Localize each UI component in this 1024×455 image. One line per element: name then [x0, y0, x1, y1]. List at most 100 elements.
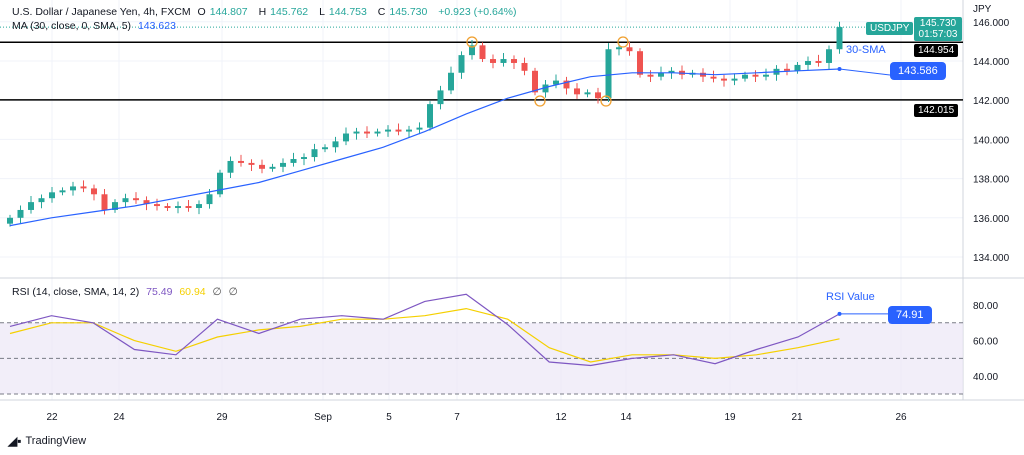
swing-point-marker [617, 36, 629, 48]
swing-point-marker [466, 36, 478, 48]
candle-body [500, 59, 507, 63]
candle-body [658, 72, 664, 77]
candle-body [196, 204, 202, 208]
date-tick: 7 [454, 412, 460, 423]
currency-label: JPY [973, 4, 992, 15]
candle-body [584, 92, 591, 95]
candle-body [269, 166, 276, 169]
rsi-tick: 60.00 [973, 337, 998, 348]
candle-body [259, 164, 265, 169]
rsi-signal-line [9, 307, 840, 363]
candle-body [511, 59, 517, 63]
candle-body [343, 133, 349, 142]
price-tick: 138.000 [973, 175, 1010, 186]
candle-body [280, 162, 286, 167]
sma-callout-connector [839, 68, 891, 76]
candle-body [469, 45, 475, 56]
candle-body [122, 198, 129, 203]
candle-body [353, 131, 360, 134]
low-label: L [319, 6, 325, 18]
candle-body [217, 172, 223, 195]
date-tick: 12 [555, 412, 567, 423]
candle-body [80, 186, 87, 189]
ma-legend[interactable]: MA (30, close, 0, SMA, 5) 143.623 [12, 20, 180, 32]
rsi-legend[interactable]: RSI (14, close, SMA, 14, 2) 75.49 60.94 … [12, 286, 242, 298]
price-tick: 142.000 [973, 96, 1010, 107]
candle-body [248, 162, 255, 165]
date-tick: 26 [895, 412, 907, 423]
sma-line [9, 68, 840, 227]
candle-body [763, 74, 769, 77]
candle-body [637, 51, 643, 75]
candle-body [437, 90, 444, 105]
candle-body [836, 27, 843, 50]
rsi-tick: 40.00 [973, 372, 998, 383]
price-tick: 146.000 [973, 18, 1010, 29]
candle-body [395, 129, 402, 132]
candle-body [826, 49, 832, 63]
close-value: 145.730 [389, 6, 428, 18]
candle-body [731, 78, 738, 81]
rsi-line [9, 293, 840, 367]
candle-body [490, 59, 496, 63]
candle-body [290, 159, 297, 163]
candle-body [574, 88, 580, 95]
change-value: +0.923 (+0.64%) [438, 6, 517, 18]
candle-body [112, 202, 118, 210]
candle-body [647, 74, 654, 77]
date-tick: 5 [386, 412, 392, 423]
candle-body [38, 198, 45, 203]
candle-body [416, 127, 423, 130]
candle-body [805, 61, 811, 65]
candle-body [815, 61, 822, 63]
bar-countdown: 01:57:03 [918, 29, 958, 40]
candle-body [91, 188, 97, 195]
candle-body [563, 80, 570, 89]
candle-body [784, 68, 790, 71]
rsi-band [0, 322, 963, 394]
price-tick: 144.000 [973, 57, 1010, 68]
sma-value-callout: 143.586 [890, 62, 946, 80]
candle-body [374, 131, 381, 134]
ma-label: MA (30, close, 0, SMA, 5) [12, 20, 132, 32]
candle-body [206, 194, 213, 205]
candle-body [332, 141, 339, 148]
candle-body [238, 160, 244, 163]
rsi-callout-dot [837, 311, 842, 316]
rsi-value-callout: 74.91 [888, 306, 932, 324]
open-value: 144.807 [209, 6, 248, 18]
last-price: 145.730 [919, 18, 957, 29]
candle-body [626, 47, 633, 52]
candle-body [458, 55, 465, 73]
last-price-tag: 145.730 01:57:03 [914, 17, 962, 41]
resistance-tag: 144.954 [914, 44, 959, 57]
candle-body [164, 206, 171, 208]
candle-body [70, 186, 76, 191]
ma-value: 143.623 [137, 20, 176, 32]
rsi-n2: ∅ [228, 286, 238, 298]
close-label: C [377, 6, 386, 18]
symbol-tag: USDJPY [866, 22, 914, 35]
symbol-legend: U.S. Dollar / Japanese Yen, 4h, FXCM O 14… [12, 6, 521, 18]
rsi-n1: ∅ [212, 286, 222, 298]
candle-body [605, 49, 612, 99]
candle-body [185, 206, 192, 208]
candle-body [311, 149, 318, 158]
open-label: O [197, 6, 206, 18]
sma-annotation: 30-SMA [846, 44, 886, 56]
price-tick: 140.000 [973, 135, 1010, 146]
candle-body [175, 206, 181, 208]
candle-body [448, 72, 454, 91]
candle-body [616, 47, 622, 50]
candle-body [721, 78, 727, 81]
support-tag: 142.015 [914, 104, 959, 117]
date-tick: 29 [216, 412, 228, 423]
price-tick: 134.000 [973, 253, 1010, 264]
candle-body [133, 198, 139, 201]
candle-body [406, 129, 412, 132]
tradingview-logo[interactable]: ◢▪ TradingView [8, 434, 86, 448]
rsi-signal-value: 60.94 [179, 286, 206, 298]
rsi-tick: 80.00 [973, 301, 998, 312]
